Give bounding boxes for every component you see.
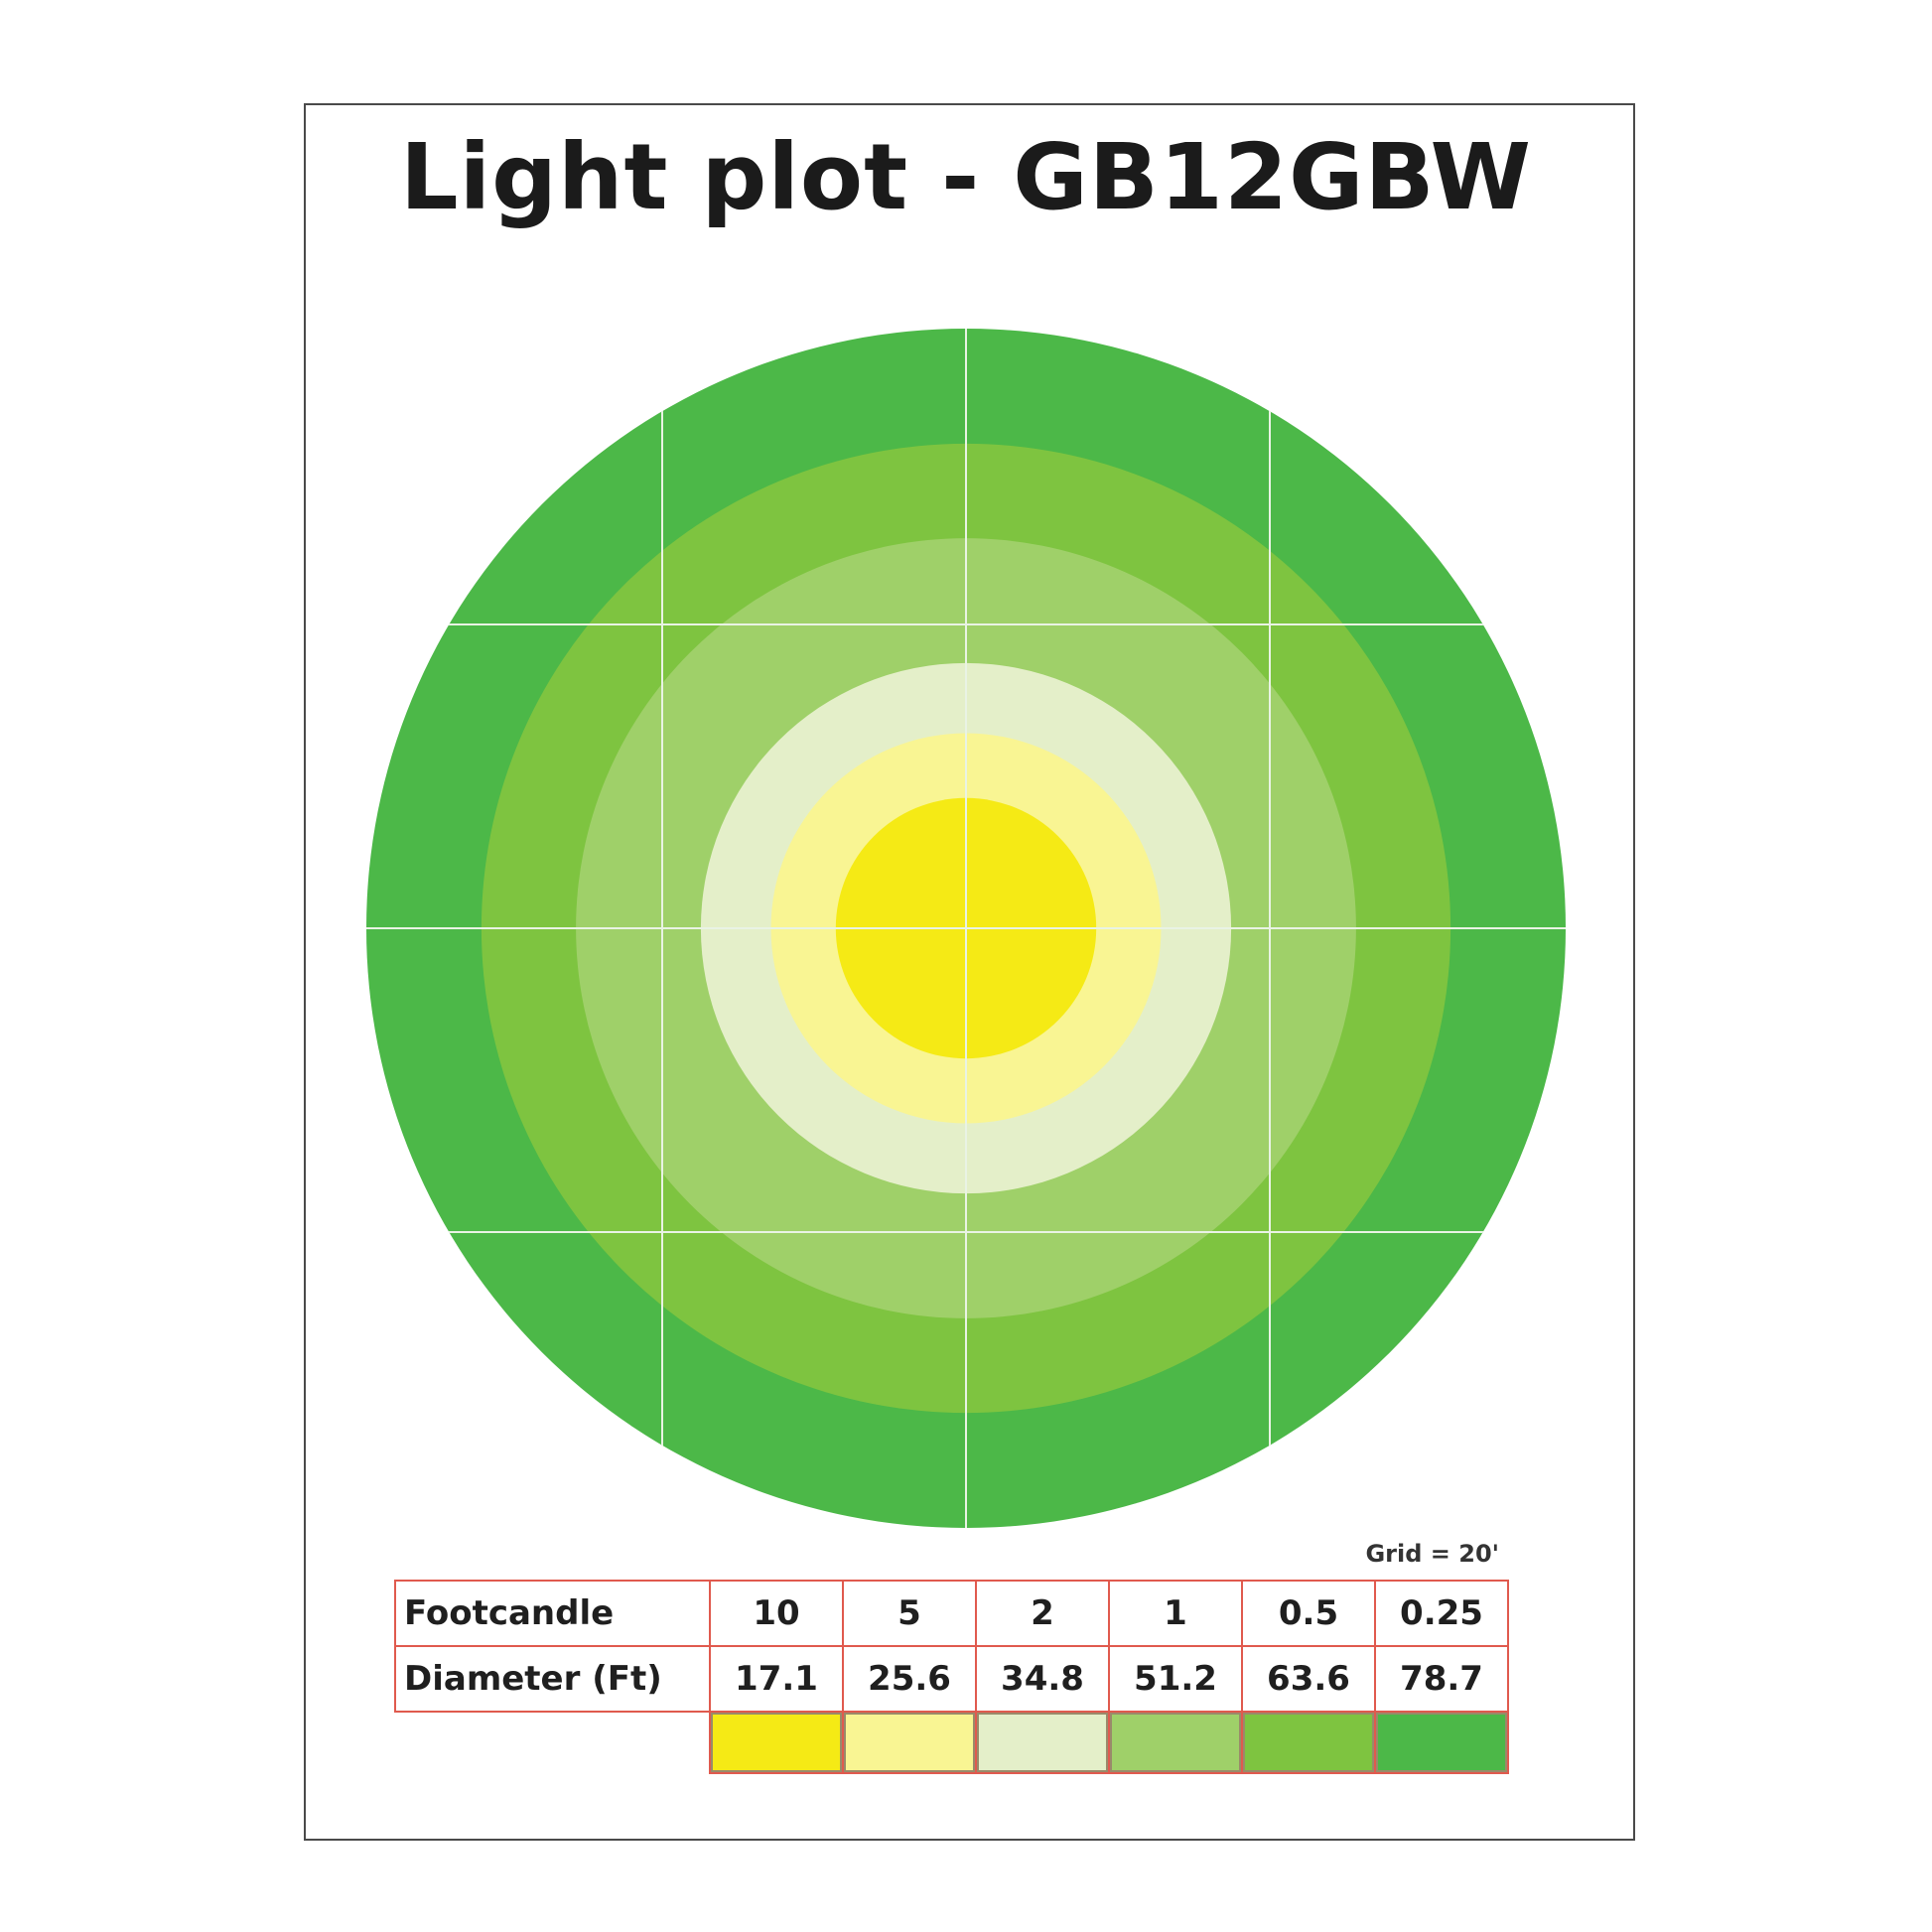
footcandle-value: 10 [709,1580,844,1647]
footcandle-value: 0.5 [1241,1580,1376,1647]
diameter-value: 78.7 [1374,1645,1509,1713]
legend-table: Footcandle 10 5 2 1 0.5 0.25 Diameter (F… [394,1580,1509,1774]
color-swatch [1374,1711,1509,1774]
diameter-value: 17.1 [709,1645,844,1713]
color-swatch [1241,1711,1376,1774]
color-swatch [1108,1711,1243,1774]
diameter-value: 51.2 [1108,1645,1243,1713]
diameter-value: 34.8 [975,1645,1110,1713]
diameter-value: 25.6 [842,1645,977,1713]
footcandle-value: 0.25 [1374,1580,1509,1647]
diameter-label: Diameter (Ft) [394,1645,711,1713]
footcandle-label: Footcandle [394,1580,711,1647]
swatch-row-spacer [395,1712,710,1773]
color-swatch [709,1711,844,1774]
page-title: Light plot - GB12GBW [399,124,1533,230]
color-swatch [842,1711,977,1774]
color-swatch [975,1711,1110,1774]
swatch-row [395,1711,1509,1774]
grid-scale-note: Grid = 20' [1365,1540,1499,1568]
footcandle-value: 2 [975,1580,1110,1647]
diameter-row: Diameter (Ft) 17.1 25.6 34.8 51.2 63.6 7… [394,1645,1509,1713]
footcandle-value: 1 [1108,1580,1243,1647]
footcandle-value: 5 [842,1580,977,1647]
footcandle-row: Footcandle 10 5 2 1 0.5 0.25 [394,1580,1509,1647]
diameter-value: 63.6 [1241,1645,1376,1713]
grid-lines [366,329,1566,1528]
